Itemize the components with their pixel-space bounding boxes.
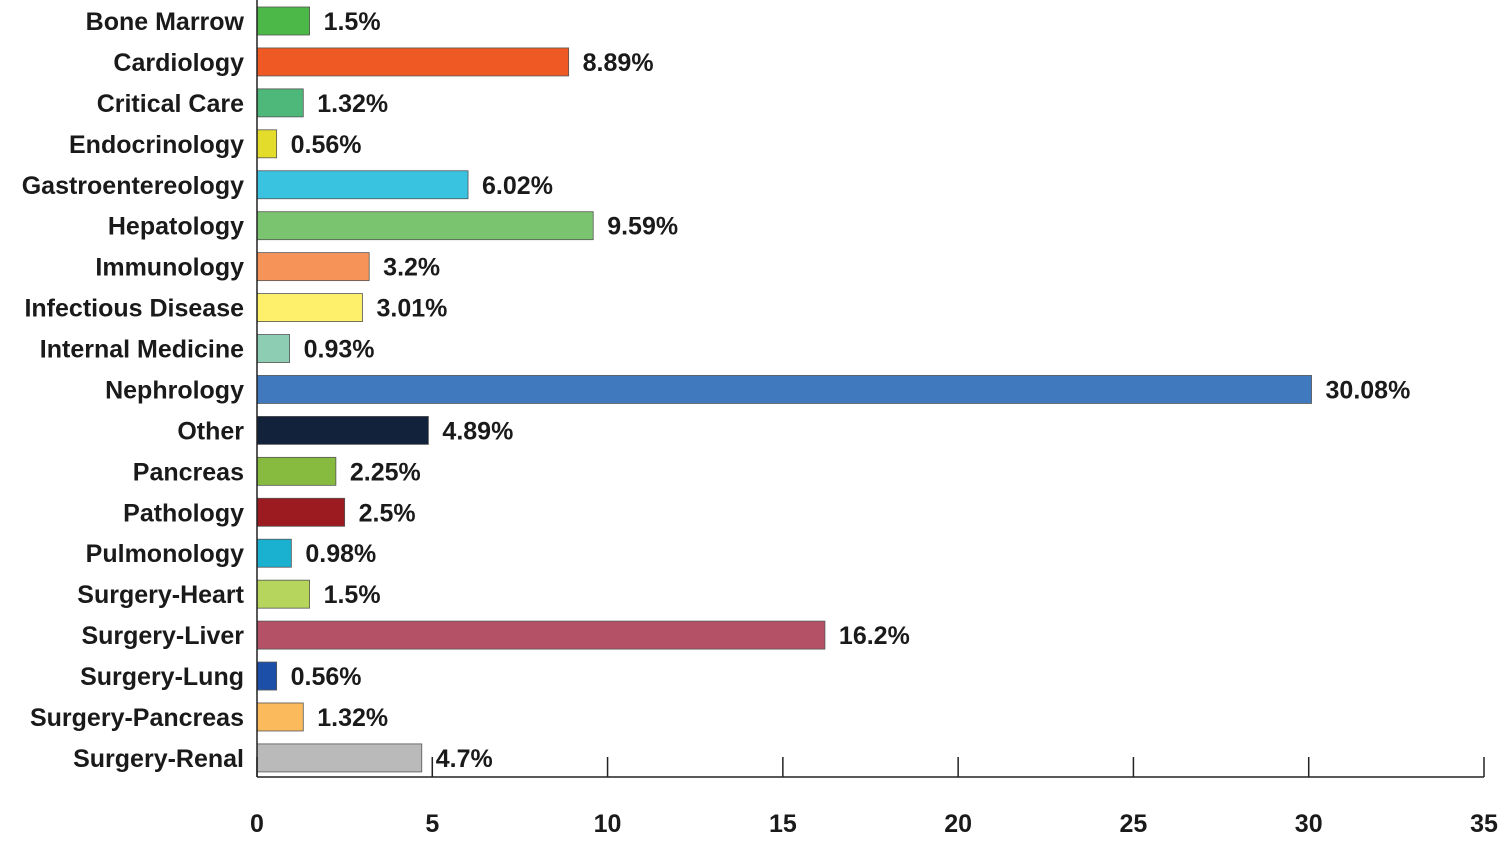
value-label-gastroentereology: 6.02% [482, 172, 553, 200]
bar-immunology [256, 252, 370, 282]
category-label-pulmonology: Pulmonology [86, 540, 244, 568]
category-label-surgery-renal: Surgery-Renal [73, 745, 244, 773]
x-tick-label-5: 5 [425, 810, 439, 838]
value-label-surgery-lung: 0.56% [291, 663, 362, 691]
bar-endocrinology [256, 129, 278, 159]
value-label-other: 4.89% [442, 417, 513, 445]
bar-bone-marrow [256, 6, 310, 36]
category-label-infectious-disease: Infectious Disease [24, 295, 244, 323]
value-label-surgery-pancreas: 1.32% [317, 704, 388, 732]
bar-pulmonology [256, 538, 292, 568]
labels-layer: Bone Marrow 1.5% Cardiology 8.89% Critical C… [22, 8, 1411, 773]
category-label-surgery-pancreas: Surgery-Pancreas [30, 704, 244, 732]
bar-critical-care [256, 88, 304, 118]
value-label-pulmonology: 0.98% [305, 540, 376, 568]
value-label-critical-care: 1.32% [317, 90, 388, 118]
bar-surgery-pancreas [256, 702, 304, 732]
value-label-pathology: 2.5% [359, 499, 416, 527]
x-axis: 0 5 10 15 20 25 30 35 [250, 0, 1498, 838]
category-label-endocrinology: Endocrinology [69, 131, 244, 159]
bar-surgery-liver [256, 620, 826, 650]
value-label-surgery-renal: 4.7% [436, 745, 493, 773]
value-label-endocrinology: 0.56% [291, 131, 362, 159]
x-tick-label-15: 15 [769, 810, 797, 838]
bar-internal-medicine [256, 334, 291, 363]
bar-other [256, 415, 429, 445]
bar-pathology [256, 497, 346, 527]
value-label-bone-marrow: 1.5% [324, 8, 381, 36]
bar-surgery-renal [256, 743, 423, 773]
bar-nephrology [256, 375, 1312, 404]
bar-cardiology [256, 47, 570, 77]
category-label-cardiology: Cardiology [113, 49, 244, 77]
category-label-other: Other [177, 417, 244, 445]
value-label-surgery-liver: 16.2% [839, 622, 910, 650]
category-label-gastroentereology: Gastroentereology [22, 172, 244, 200]
value-label-pancreas: 2.25% [350, 458, 421, 486]
value-label-internal-medicine: 0.93% [304, 336, 375, 364]
category-label-surgery-heart: Surgery-Heart [77, 581, 244, 609]
bar-infectious-disease [256, 293, 363, 322]
x-tick-label-30: 30 [1295, 810, 1323, 838]
category-label-pathology: Pathology [123, 499, 244, 527]
x-tick-label-35: 35 [1470, 810, 1498, 838]
value-label-surgery-heart: 1.5% [324, 581, 381, 609]
bar-gastroentereology [256, 170, 469, 200]
value-label-cardiology: 8.89% [583, 49, 654, 77]
bar-pancreas [256, 456, 337, 486]
category-label-nephrology: Nephrology [105, 376, 244, 404]
category-label-critical-care: Critical Care [97, 90, 244, 118]
bar-surgery-heart [256, 579, 310, 609]
category-label-bone-marrow: Bone Marrow [86, 8, 245, 36]
bar-surgery-lung [256, 661, 278, 691]
value-label-hepatology: 9.59% [607, 213, 678, 241]
category-label-pancreas: Pancreas [133, 458, 244, 486]
value-label-nephrology: 30.08% [1326, 376, 1411, 404]
category-label-immunology: Immunology [95, 254, 244, 282]
category-label-hepatology: Hepatology [108, 213, 244, 241]
bar-hepatology [256, 211, 594, 241]
category-label-internal-medicine: Internal Medicine [40, 336, 244, 364]
value-label-immunology: 3.2% [383, 254, 440, 282]
x-tick-label-20: 20 [944, 810, 972, 838]
x-tick-label-0: 0 [250, 810, 264, 838]
category-label-surgery-liver: Surgery-Liver [81, 622, 244, 650]
value-label-infectious-disease: 3.01% [377, 295, 448, 323]
bars-layer [256, 6, 1312, 773]
x-tick-label-10: 10 [594, 810, 622, 838]
x-tick-label-25: 25 [1120, 810, 1148, 838]
category-label-surgery-lung: Surgery-Lung [80, 663, 244, 691]
